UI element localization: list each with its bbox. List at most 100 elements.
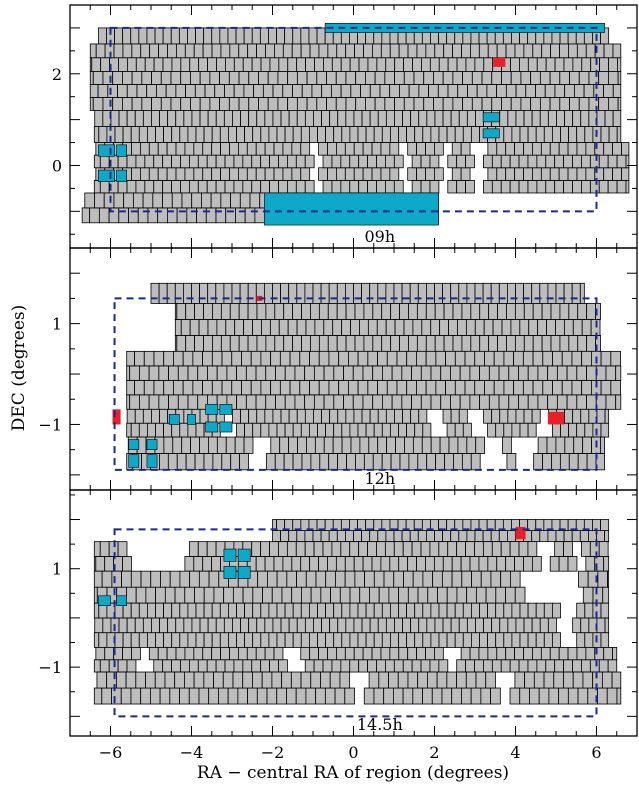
- survey-tile: [524, 671, 535, 689]
- survey-tile: [471, 97, 483, 111]
- cyan-tile-block: [146, 439, 158, 450]
- survey-tile: [327, 647, 337, 661]
- survey-tile: [444, 453, 454, 471]
- survey-tile: [138, 126, 148, 143]
- survey-tile: [458, 530, 468, 543]
- survey-tile: [183, 617, 193, 634]
- survey-tile: [427, 671, 438, 689]
- survey-tile: [423, 71, 434, 85]
- survey-tile: [353, 530, 362, 543]
- survey-tile: [259, 27, 269, 45]
- survey-tile: [300, 647, 311, 661]
- survey-tile: [532, 350, 544, 367]
- survey-tile: [389, 647, 400, 661]
- tile-row: [126, 350, 622, 410]
- survey-tile: [482, 530, 492, 543]
- survey-tile: [207, 319, 218, 336]
- survey-tile: [176, 303, 187, 320]
- survey-tile: [349, 541, 360, 557]
- survey-tile: [325, 570, 336, 588]
- survey-tile: [576, 394, 587, 410]
- survey-tile: [425, 303, 436, 320]
- survey-tile: [563, 179, 573, 194]
- survey-tile: [264, 167, 275, 181]
- survey-tile: [244, 602, 254, 619]
- survey-tile: [576, 126, 586, 143]
- survey-tile: [518, 365, 529, 381]
- survey-tile: [547, 530, 557, 543]
- survey-tile: [156, 84, 167, 98]
- survey-tile: [232, 110, 241, 127]
- survey-tile: [297, 436, 307, 454]
- survey-tile: [247, 43, 257, 59]
- survey-tile: [326, 97, 337, 111]
- survey-tile: [389, 126, 399, 143]
- survey-tile: [598, 71, 609, 85]
- survey-tile: [345, 43, 355, 59]
- survey-tile: [465, 179, 475, 194]
- survey-tile: [446, 632, 456, 648]
- survey-tile: [282, 556, 293, 572]
- survey-tile: [416, 334, 427, 352]
- survey-tile: [355, 97, 366, 111]
- survey-tile: [563, 154, 573, 169]
- survey-tile: [532, 167, 542, 181]
- survey-tile: [446, 586, 458, 604]
- survey-tile: [150, 282, 160, 304]
- survey-tile: [234, 436, 245, 454]
- survey-tile: [185, 334, 196, 352]
- survey-tile: [126, 179, 137, 194]
- survey-tile: [390, 334, 400, 352]
- survey-tile: [451, 142, 462, 156]
- survey-tile: [425, 379, 437, 396]
- survey-tile: [372, 365, 383, 381]
- survey-tile: [310, 334, 320, 352]
- survey-tile: [384, 71, 395, 85]
- survey-tile: [214, 84, 225, 98]
- survey-tile: [546, 319, 556, 336]
- survey-tile: [433, 556, 444, 572]
- survey-tile: [411, 365, 422, 381]
- survey-tile: [220, 192, 231, 209]
- survey-tile: [484, 350, 495, 367]
- survey-tile: [304, 541, 315, 557]
- survey-tile: [425, 167, 435, 181]
- survey-tile: [377, 530, 387, 543]
- survey-tile: [420, 179, 431, 194]
- survey-tile: [358, 659, 368, 673]
- survey-tile: [216, 319, 227, 336]
- survey-tile: [369, 530, 379, 543]
- survey-tile: [187, 602, 197, 619]
- survey-tile: [509, 541, 520, 557]
- survey-tile: [94, 617, 104, 634]
- survey-tile: [89, 71, 94, 85]
- survey-tile: [549, 647, 560, 661]
- survey-tile: [458, 408, 468, 424]
- survey-tile: [289, 350, 301, 367]
- survey-tile: [600, 632, 610, 648]
- survey-tile: [173, 350, 184, 367]
- survey-tile: [421, 319, 432, 336]
- survey-tile: [313, 110, 322, 127]
- survey-tile: [519, 126, 529, 143]
- survey-tile: [322, 659, 333, 673]
- survey-tile: [167, 453, 178, 471]
- survey-tile: [488, 365, 500, 381]
- survey-tile: [195, 27, 205, 45]
- survey-tile: [490, 530, 500, 543]
- survey-tile: [519, 632, 529, 648]
- survey-tile: [327, 334, 338, 352]
- survey-tile: [140, 687, 151, 705]
- survey-tile: [204, 84, 216, 98]
- survey-tile: [429, 57, 440, 72]
- survey-tile: [138, 602, 148, 619]
- survey-tile: [607, 179, 618, 194]
- survey-tile: [556, 110, 565, 127]
- survey-tile: [306, 97, 318, 111]
- survey-tile: [135, 671, 146, 689]
- survey-tile: [318, 142, 328, 156]
- survey-tile: [470, 632, 480, 648]
- survey-tile: [483, 179, 493, 194]
- y-tick-label: 1: [52, 560, 62, 579]
- survey-tile: [252, 319, 262, 336]
